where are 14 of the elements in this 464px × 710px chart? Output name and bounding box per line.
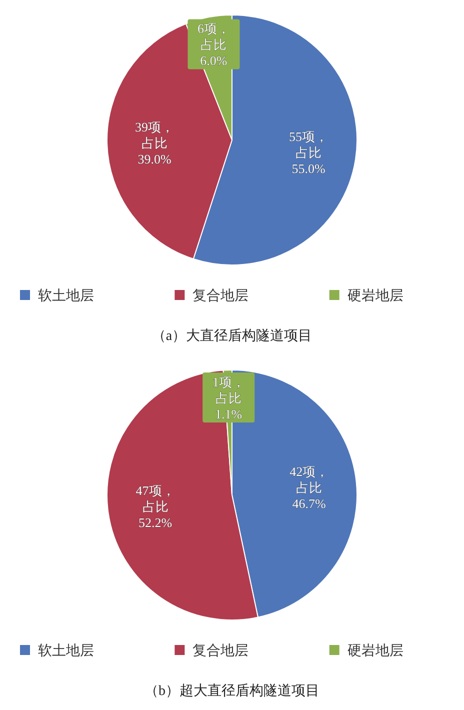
legend-label: 硬岩地层 [347,643,404,659]
data-label: 1项，占比1.1% [212,374,245,422]
legend-label: 复合地层 [192,643,249,659]
data-label: 55项，占比55.0% [289,129,328,176]
text: （b）超大直径盾构隧道项目 [144,683,320,699]
data-label: 39项，占比39.0% [135,119,174,166]
data-label: 6项，占比6.0% [197,21,230,68]
legend-label: 软土地层 [38,643,94,659]
legend-label: 复合地层 [192,288,249,304]
legend-label: 硬岩地层 [347,288,404,304]
text: （a）大直径盾构隧道项目 [152,328,312,344]
data-label: 42项，占比46.7% [290,464,329,511]
legend-label: 软土地层 [38,288,94,304]
data-label: 47项，占比52.2% [136,482,175,530]
